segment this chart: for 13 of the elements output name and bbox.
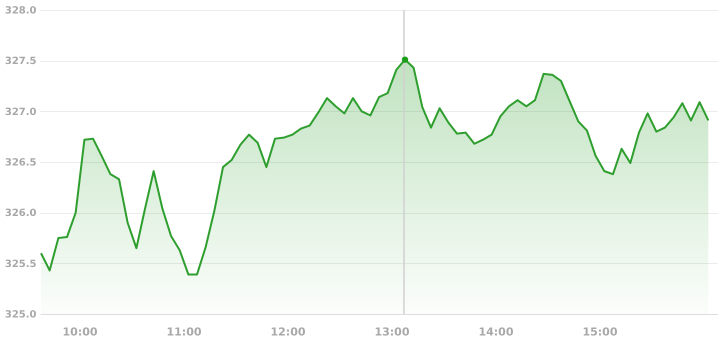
y-tick-label: 325.0 [4,310,37,320]
x-tick-label: 12:00 [270,326,306,338]
y-tick-label: 326.5 [4,158,37,168]
x-tick-label: 10:00 [62,326,98,338]
y-tick-label: 325.5 [4,258,37,270]
y-tick-label: 327.5 [4,56,37,68]
x-tick-label: 13:00 [374,326,410,338]
x-tick-label: 14:00 [478,326,514,338]
y-tick-label: 328.0 [4,6,37,16]
x-tick-label: 11:00 [166,326,202,338]
y-tick-label: 327.0 [4,106,37,118]
x-tick-label: 15:00 [582,326,618,338]
y-tick-label: 326.0 [4,208,37,220]
